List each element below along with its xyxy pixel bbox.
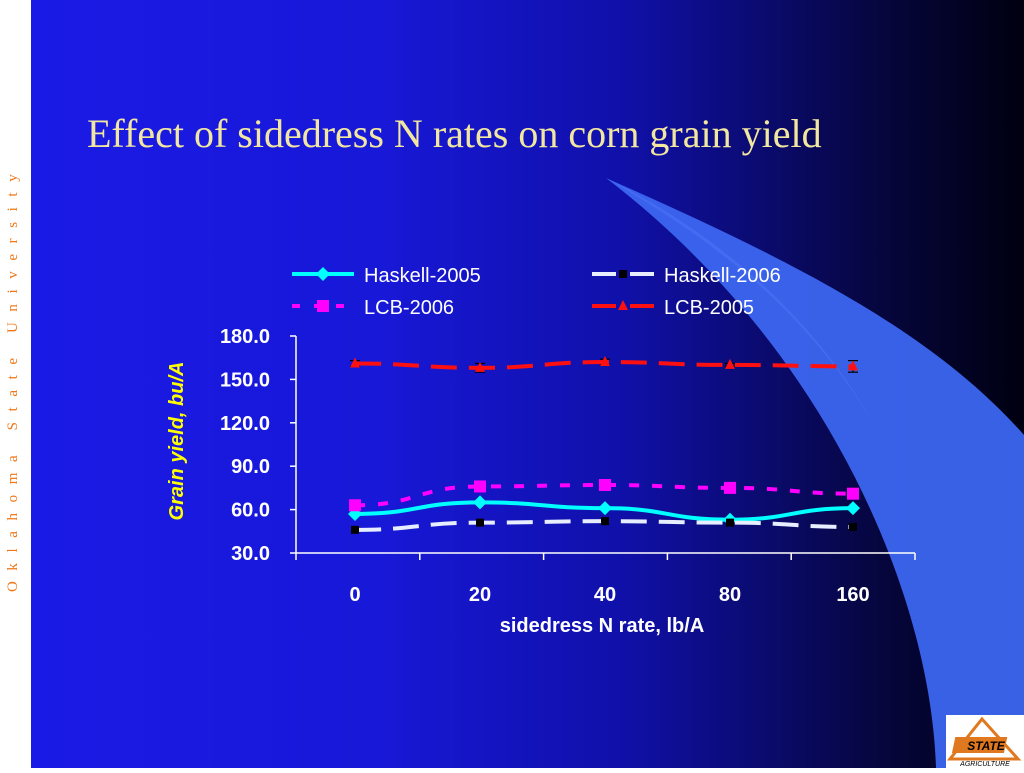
data-point-haskell-2006 <box>726 518 734 527</box>
logo-graphic: STATE AGRICULTURE <box>946 716 1022 768</box>
data-point-lcb-2006 <box>474 480 486 493</box>
y-tick-label: 30.0 <box>231 543 270 565</box>
data-point-haskell-2006 <box>476 518 484 527</box>
data-point-haskell-2006 <box>601 517 609 526</box>
x-tick-label: 40 <box>594 584 616 606</box>
legend-label: Haskell-2006 <box>664 265 781 287</box>
y-axis-title: Grain yield, bu/A <box>166 362 188 521</box>
slide-background <box>31 0 1024 768</box>
data-point-lcb-2005 <box>848 360 858 371</box>
y-tick-label: 150.0 <box>220 369 270 391</box>
data-point-haskell-2006 <box>849 522 857 531</box>
data-point-lcb-2006 <box>847 487 859 500</box>
slide-title: Effect of sidedress N rates on corn grai… <box>87 111 822 156</box>
osu-agriculture-logo: STATE AGRICULTURE <box>946 715 1024 768</box>
y-tick-label: 180.0 <box>220 326 270 348</box>
y-tick-label: 60.0 <box>231 500 270 522</box>
y-tick-label: 90.0 <box>231 456 270 478</box>
data-point-lcb-2006 <box>349 499 361 512</box>
legend-marker <box>317 300 329 312</box>
data-point-haskell-2005 <box>473 495 487 510</box>
series-line-lcb-2006 <box>354 483 854 508</box>
logo-caption: AGRICULTURE <box>959 761 1010 768</box>
data-point-haskell-2005 <box>598 501 612 516</box>
x-axis-title: sidedress N rate, lb/A <box>500 615 705 637</box>
legend-marker <box>619 270 627 278</box>
x-tick-label: 80 <box>719 584 741 606</box>
data-point-lcb-2005 <box>475 361 485 372</box>
data-point-lcb-2005 <box>725 358 735 369</box>
swoosh-light <box>606 178 1024 768</box>
data-point-lcb-2005 <box>350 357 360 368</box>
legend-marker <box>618 300 628 310</box>
logo-wordmark-bg <box>951 737 1008 753</box>
legend-label: LCB-2006 <box>364 297 454 319</box>
legend-label: LCB-2005 <box>664 297 754 319</box>
data-point-lcb-2005 <box>600 356 610 367</box>
x-tick-label: 20 <box>469 584 491 606</box>
decorative-swoosh <box>606 178 1024 768</box>
y-tick-label: 120.0 <box>220 413 270 435</box>
x-tick-label: 0 <box>349 584 360 606</box>
legend-marker <box>316 267 330 281</box>
data-point-haskell-2005 <box>846 501 860 516</box>
data-point-haskell-2006 <box>351 525 359 534</box>
x-tick-label: 160 <box>836 584 869 606</box>
data-point-lcb-2006 <box>599 479 611 492</box>
legend-label: Haskell-2005 <box>364 265 481 287</box>
data-point-lcb-2006 <box>724 481 736 494</box>
logo-wordmark: STATE <box>967 739 1006 753</box>
